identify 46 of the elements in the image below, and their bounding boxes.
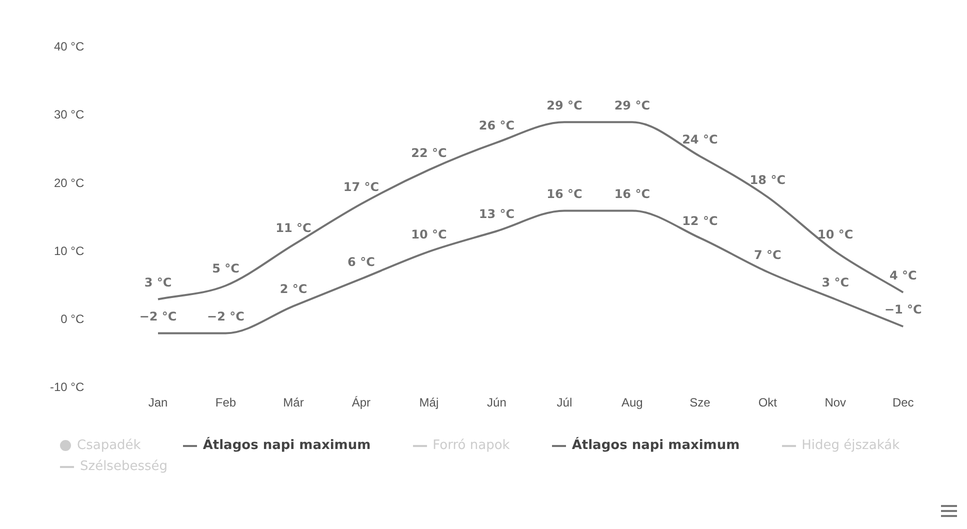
- data-label: 10 °C: [818, 228, 854, 242]
- data-label: 24 °C: [682, 132, 718, 146]
- data-label: 29 °C: [546, 98, 582, 112]
- y-tick-label: -10 °C: [50, 380, 84, 394]
- data-label: 16 °C: [546, 186, 582, 201]
- x-tick-label: Jún: [487, 395, 506, 410]
- x-tick-label: Nov: [824, 395, 846, 410]
- x-tick-label: Sze: [690, 395, 711, 410]
- data-label: 10 °C: [411, 228, 447, 242]
- data-label: 4 °C: [889, 268, 917, 283]
- x-tick-label: Ápr: [352, 395, 371, 410]
- y-tick-label: 0 °C: [60, 312, 84, 326]
- x-tick-label: Máj: [419, 395, 439, 410]
- data-label: 17 °C: [343, 180, 380, 194]
- data-label: 5 °C: [212, 262, 240, 276]
- y-tick-label: 10 °C: [54, 244, 84, 258]
- data-label: 3 °C: [144, 275, 172, 290]
- data-label: 12 °C: [682, 214, 718, 228]
- data-label: −2 °C: [207, 309, 245, 324]
- line-series: [157, 210, 904, 334]
- data-label: 13 °C: [478, 207, 515, 222]
- x-tick-label: Okt: [758, 395, 778, 410]
- data-label: 16 °C: [614, 186, 650, 201]
- data-label: −2 °C: [139, 309, 177, 324]
- x-tick-label: Júl: [556, 395, 572, 410]
- data-label: 11 °C: [276, 220, 312, 235]
- y-tick-label: 40 °C: [54, 40, 84, 54]
- y-tick-label: 30 °C: [54, 108, 84, 122]
- data-label: 22 °C: [411, 146, 447, 160]
- x-tick-label: Aug: [622, 395, 643, 410]
- x-tick-label: Feb: [215, 395, 236, 410]
- data-label: 29 °C: [614, 98, 650, 112]
- y-tick-label: 20 °C: [54, 176, 84, 190]
- legend-label: Átlagos napi maximum: [202, 438, 371, 453]
- data-label: −1 °C: [884, 302, 922, 317]
- line-series: [157, 121, 904, 300]
- data-label: 18 °C: [750, 173, 786, 188]
- x-tick-label: Dec: [892, 395, 914, 410]
- data-label: 3 °C: [822, 275, 850, 290]
- data-label: 26 °C: [478, 118, 515, 133]
- data-label: 7 °C: [754, 248, 782, 262]
- x-tick-label: Már: [283, 395, 304, 410]
- x-tick-label: Jan: [148, 395, 168, 410]
- data-label: 2 °C: [280, 282, 308, 296]
- legend-label: Átlagos napi maximum: [572, 438, 740, 453]
- data-label: 6 °C: [348, 254, 376, 269]
